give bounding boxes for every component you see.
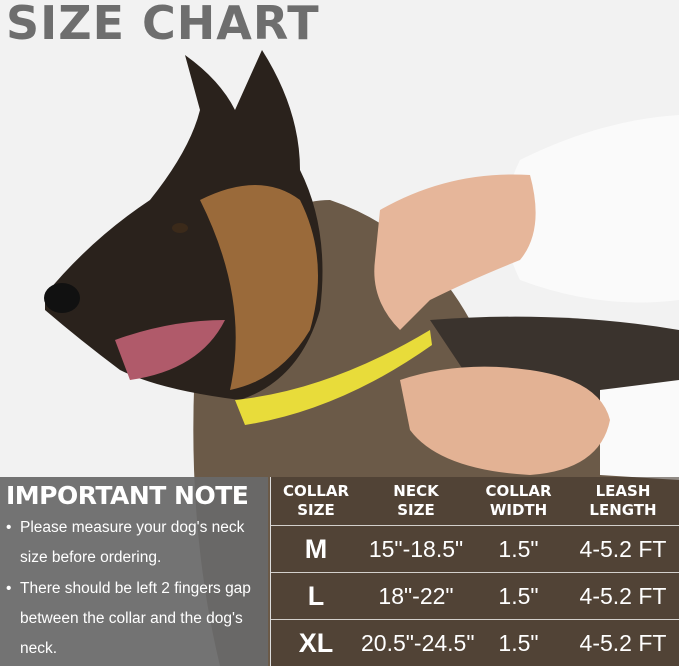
important-note-panel: IMPORTANT NOTE Please measure your dog's… xyxy=(0,477,268,666)
cell-size: M xyxy=(304,533,328,564)
size-table: COLLAR SIZE NECK SIZE COLLAR WIDTH LEASH LEN… xyxy=(270,477,679,666)
hand-lower xyxy=(400,366,610,475)
header-collar-width: COLLAR WIDTH xyxy=(485,482,552,519)
sleeve-upper xyxy=(505,115,679,303)
cell-neck: 15"-18.5" xyxy=(368,535,464,562)
dog-mouth xyxy=(115,320,225,380)
note-list: Please measure your dog's neck size befo… xyxy=(6,513,266,665)
note-bullet: There should be left 2 fingers gap betwe… xyxy=(6,574,266,664)
dog-eye xyxy=(172,223,188,233)
cell-width: 1.5" xyxy=(498,582,539,609)
measuring-tape xyxy=(235,330,432,425)
header-leash-length: LEASH LENGTH xyxy=(589,482,657,519)
header-collar-size: COLLAR SIZE xyxy=(282,482,350,519)
dog-nose xyxy=(44,283,80,313)
cell-width: 1.5" xyxy=(498,535,539,562)
sleeve-lower xyxy=(600,380,679,480)
header-neck-size: NECK SIZE xyxy=(393,482,439,519)
cell-leash: 4-5.2 FT xyxy=(579,629,667,656)
note-heading: IMPORTANT NOTE xyxy=(6,481,249,510)
cell-leash: 4-5.2 FT xyxy=(579,535,667,562)
cell-leash: 4-5.2 FT xyxy=(579,582,667,609)
cell-neck: 20.5"-24.5" xyxy=(361,629,475,656)
page-title: SIZE CHART xyxy=(6,0,320,50)
cell-size: L xyxy=(307,580,325,611)
table-row: L 18"-22" 1.5" 4-5.2 FT xyxy=(271,572,679,619)
hand-upper xyxy=(374,174,536,330)
cell-width: 1.5" xyxy=(498,629,539,656)
table-row: XL 20.5"-24.5" 1.5" 4-5.2 FT xyxy=(271,619,679,666)
dog-cheek xyxy=(200,185,318,390)
table-header: COLLAR SIZE NECK SIZE COLLAR WIDTH LEASH LEN… xyxy=(271,477,679,525)
cell-size: XL xyxy=(298,627,334,658)
table-row: M 15"-18.5" 1.5" 4-5.2 FT xyxy=(271,525,679,572)
cell-neck: 18"-22" xyxy=(378,582,454,609)
note-bullet: Please measure your dog's neck size befo… xyxy=(6,513,266,573)
